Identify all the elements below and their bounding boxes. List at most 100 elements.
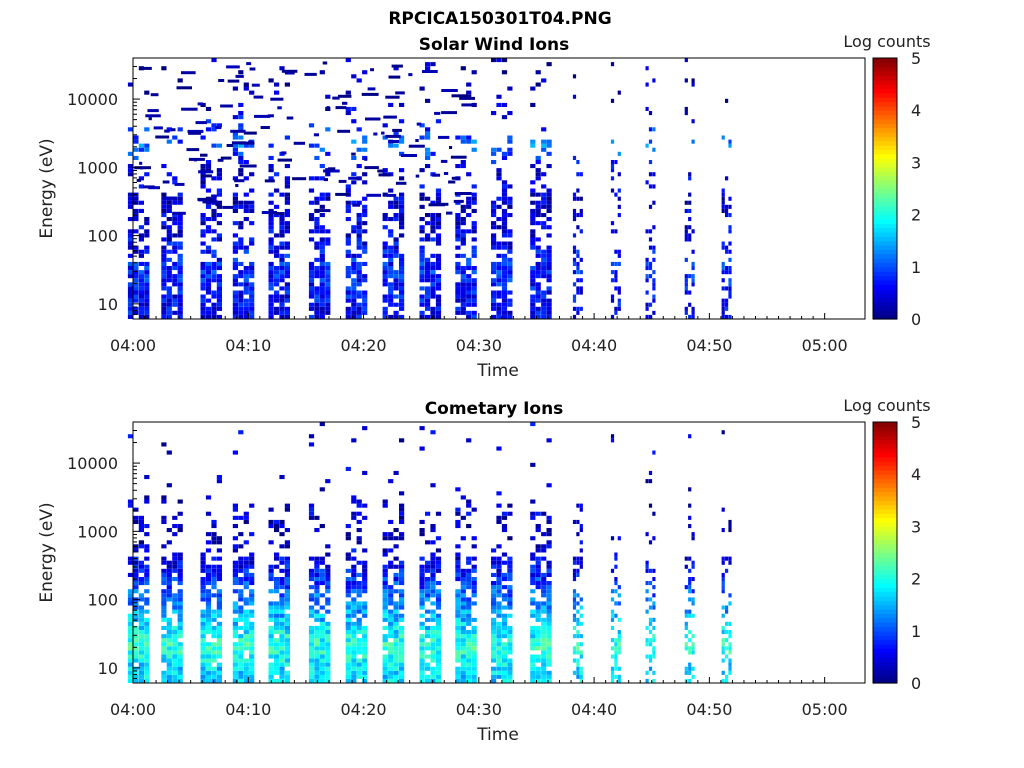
spectrogram-cell: [617, 204, 621, 209]
spectrogram-cell: [243, 245, 249, 250]
spectrogram-cell: [284, 544, 290, 549]
spectrogram-cell: [435, 274, 442, 279]
spectrogram-cell: [166, 577, 172, 582]
spectrogram-cell: [314, 245, 320, 250]
spectrogram-cell: [530, 221, 536, 226]
spectrogram-cell: [274, 617, 280, 622]
spectrogram-cell: [425, 196, 431, 201]
spectrogram-cell: [345, 310, 351, 315]
spectrogram-cell: [721, 585, 725, 590]
spectrogram-cell: [177, 666, 183, 671]
spectrogram-cell: [501, 217, 508, 222]
spectrogram-cell: [725, 638, 729, 643]
spectrogram-cell: [362, 204, 368, 209]
spectrogram-cell: [356, 306, 362, 311]
spectrogram-cell: [268, 245, 274, 250]
colorbar-segment: [873, 465, 897, 471]
spectrogram-cell: [455, 225, 461, 230]
spectrogram-cell: [205, 642, 212, 647]
spectrogram-cell: [243, 670, 249, 675]
spectrogram-cell: [725, 208, 729, 213]
spectrogram-cell: [541, 662, 547, 667]
spectrogram-cell: [466, 135, 472, 140]
spectrogram-cell: [172, 200, 178, 205]
spectrogram-cell: [216, 233, 222, 238]
spectrogram-cell: [399, 135, 405, 140]
spectrogram-cell: [460, 278, 466, 283]
spectrogram-cell: [419, 678, 425, 683]
spectrogram-cell: [435, 621, 442, 626]
spectrogram-cell: [284, 200, 290, 205]
spectrogram-cell: [399, 589, 405, 594]
spectrogram-cell: [460, 589, 466, 594]
spectrogram-cell: [325, 270, 331, 275]
spectrogram-cell: [177, 233, 183, 238]
spectrogram-cell: [535, 560, 541, 565]
spectrogram-cell: [471, 556, 477, 561]
spectrogram-cell: [471, 642, 477, 647]
spectrogram-cell: [535, 528, 541, 533]
spectrogram-cell: [546, 274, 552, 279]
spectrogram-cell: [239, 164, 257, 168]
spectrogram-cell: [382, 282, 388, 287]
spectrogram-cell: [530, 536, 536, 541]
spectrogram-cell: [460, 302, 466, 307]
spectrogram-cell: [393, 282, 399, 287]
spectrogram-cell: [471, 225, 477, 230]
spectrogram-cell: [211, 176, 217, 181]
spectrogram-cell: [144, 278, 150, 283]
spectrogram-cell: [460, 617, 466, 622]
spectrogram-cell: [166, 568, 172, 573]
spectrogram-cell: [138, 666, 144, 671]
spectrogram-cell: [243, 192, 249, 197]
spectrogram-cell: [721, 261, 725, 266]
y-axis-label: Energy (eV): [37, 138, 57, 238]
spectrogram-cell: [345, 217, 351, 222]
spectrogram-cell: [388, 601, 394, 606]
spectrogram-cell: [466, 630, 472, 635]
spectrogram-cell: [284, 192, 290, 197]
spectrogram-cell: [491, 674, 497, 679]
spectrogram-cell: [435, 613, 442, 618]
spectrogram-cell: [268, 278, 274, 283]
spectrogram-cell: [425, 290, 431, 295]
spectrogram-cell: [572, 658, 577, 663]
spectrogram-cell: [138, 609, 144, 614]
spectrogram-cell: [279, 475, 285, 480]
spectrogram-cell: [314, 654, 320, 659]
spectrogram-cell: [425, 151, 431, 156]
spectrogram-cell: [268, 266, 274, 271]
spectrogram-cell: [127, 217, 134, 222]
spectrogram-cell: [645, 581, 649, 586]
spectrogram-cell: [205, 564, 212, 569]
spectrogram-cell: [546, 560, 552, 565]
spectrogram-cell: [216, 143, 222, 148]
spectrogram-cell: [243, 577, 249, 582]
spectrogram-cell: [535, 168, 541, 173]
spectrogram-cell: [277, 106, 282, 110]
spectrogram-cell: [645, 274, 649, 279]
spectrogram-cell: [362, 302, 368, 307]
spectrogram-cell: [200, 286, 206, 291]
spectrogram-cell: [166, 642, 172, 647]
spectrogram-cell: [419, 310, 425, 315]
spectrogram-cell: [200, 174, 212, 178]
spectrogram-cell: [238, 261, 244, 266]
spectrogram-cell: [388, 625, 394, 630]
spectrogram-cell: [688, 577, 692, 582]
spectrogram-cell: [308, 442, 315, 447]
spectrogram-cell: [284, 556, 290, 561]
spectrogram-cell: [530, 192, 536, 197]
spectrogram-cell: [688, 172, 692, 177]
spectrogram-cell: [268, 674, 274, 679]
spectrogram-cell: [535, 290, 541, 295]
spectrogram-cell: [466, 204, 472, 209]
spectrogram-cell: [161, 609, 167, 614]
spectrogram-cell: [127, 302, 134, 307]
spectrogram-cell: [362, 646, 368, 651]
spectrogram-cell: [645, 266, 649, 271]
spectrogram-cell: [691, 306, 695, 311]
spectrogram-cell: [576, 666, 580, 671]
spectrogram-cell: [274, 245, 280, 250]
